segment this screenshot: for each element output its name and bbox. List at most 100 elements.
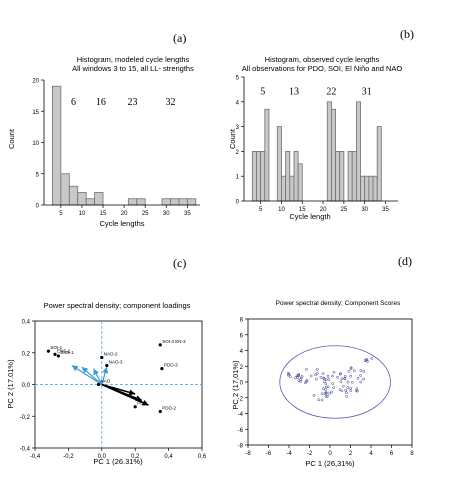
score-point — [349, 389, 353, 392]
panel-a-xlabel: Cycle lengths — [99, 219, 144, 228]
x-tick-label: 0,0 — [98, 454, 107, 460]
y-tick-label: 0,0 — [22, 383, 31, 389]
score-point — [320, 392, 324, 396]
histogram-bar-9 — [127, 198, 138, 206]
y-tick-label: 20 — [32, 79, 39, 85]
score-point — [356, 376, 360, 380]
score-point — [331, 382, 335, 385]
x-tick-label: -2 — [307, 451, 313, 457]
score-point — [324, 382, 328, 386]
x-tick-label: 20 — [121, 211, 128, 217]
x-tick-label: 15 — [100, 211, 107, 217]
score-point — [354, 389, 358, 392]
score-point — [286, 373, 290, 377]
score-point — [322, 377, 326, 380]
score-point — [362, 370, 366, 373]
y-tick-label: 0,4 — [22, 320, 31, 326]
panel-letter-b: (b) — [400, 27, 414, 41]
y-tick-label: 0 — [36, 204, 40, 210]
x-tick-label: -0,2 — [63, 454, 74, 460]
score-point — [326, 385, 330, 389]
peak-annotation: 23 — [128, 97, 138, 108]
loading-point-label: PDO — [137, 401, 147, 406]
score-point — [305, 368, 308, 371]
loading-point-label: SOI-3 EN-3 — [162, 339, 186, 344]
arrow-head — [93, 368, 99, 376]
x-tick-label: 0,2 — [131, 454, 140, 460]
score-point — [363, 359, 367, 362]
loading-arrow-black — [101, 383, 149, 406]
x-tick-label: 25 — [142, 211, 149, 217]
peak-annotation: 16 — [96, 97, 106, 108]
x-tick-label: 4 — [369, 451, 373, 457]
score-point — [331, 374, 334, 378]
histogram-bar-14 — [170, 198, 180, 206]
histogram-bar-24 — [351, 150, 357, 202]
panel-letter-c: (c) — [173, 256, 186, 270]
histogram-bar-10 — [293, 150, 299, 202]
y-tick-label: 1 — [236, 175, 240, 181]
y-tick-label: 0,2 — [22, 351, 31, 357]
y-tick-label: -6 — [238, 428, 244, 434]
confidence-ellipse — [279, 345, 391, 419]
plot-frame — [247, 318, 413, 446]
x-tick-label: 0 — [328, 451, 332, 457]
score-point — [336, 375, 339, 379]
x-tick-label: 8 — [410, 451, 414, 457]
histogram-bar-2 — [68, 185, 79, 206]
score-point — [323, 380, 326, 384]
peak-annotation: 22 — [326, 86, 336, 97]
y-tick-label: 5 — [36, 172, 40, 178]
score-point — [314, 373, 317, 377]
y-tick-label: 2 — [236, 150, 240, 156]
arrow-head — [71, 365, 79, 372]
score-point — [353, 369, 356, 373]
score-point — [324, 385, 328, 389]
histogram-bar-8 — [285, 150, 291, 202]
x-tick-label: 30 — [361, 207, 368, 213]
score-point — [339, 372, 342, 375]
score-point — [346, 380, 350, 384]
loading-point — [160, 367, 164, 371]
x-tick-label: -0,4 — [30, 454, 41, 460]
score-point — [325, 391, 328, 395]
y-tick-label: 10 — [32, 141, 39, 147]
x-tick-label: 30 — [163, 211, 170, 217]
panel-c-xlabel: PC 1 (26.31%) — [93, 457, 143, 466]
loading-point-label: NAO-3 — [109, 359, 123, 364]
histogram-bar-27 — [364, 175, 370, 202]
histogram-bar-18 — [326, 101, 332, 202]
loading-point-label: NAO-2 — [104, 352, 118, 357]
histogram-bar-29 — [372, 175, 378, 202]
score-point — [359, 369, 363, 372]
arrow-head — [141, 399, 149, 406]
loading-point-label: ENS-1 — [60, 350, 74, 355]
histogram-bar-1 — [256, 150, 262, 202]
loading-point-label: PDO-2 — [162, 405, 176, 410]
panel-a-title-line1: Histogram, modeled cycle lengths — [77, 55, 190, 64]
histogram-bar-3 — [264, 108, 270, 202]
score-point — [340, 377, 344, 381]
score-point — [345, 395, 349, 398]
score-point — [317, 398, 321, 402]
histogram-bar-16 — [186, 198, 197, 206]
histogram-bar-6 — [276, 126, 282, 202]
score-point — [330, 390, 333, 394]
peak-annotation: 31 — [362, 86, 372, 97]
y-tick-label: 0 — [240, 381, 244, 387]
x-tick-label: 35 — [382, 207, 389, 213]
histogram-bar-7 — [281, 175, 287, 202]
score-point — [338, 388, 342, 392]
score-point — [297, 373, 301, 376]
score-point — [332, 370, 336, 374]
score-point — [343, 375, 347, 378]
y-tick-label: -0,2 — [20, 415, 31, 421]
panel-b-ylabel: Count — [228, 128, 237, 149]
y-tick-label: 8 — [240, 318, 244, 324]
x-tick-label: 35 — [184, 211, 191, 217]
loading-point — [105, 363, 109, 368]
score-point — [312, 394, 316, 397]
y-tick-label: 4 — [240, 349, 244, 355]
score-point — [347, 369, 351, 373]
score-point — [359, 380, 363, 384]
